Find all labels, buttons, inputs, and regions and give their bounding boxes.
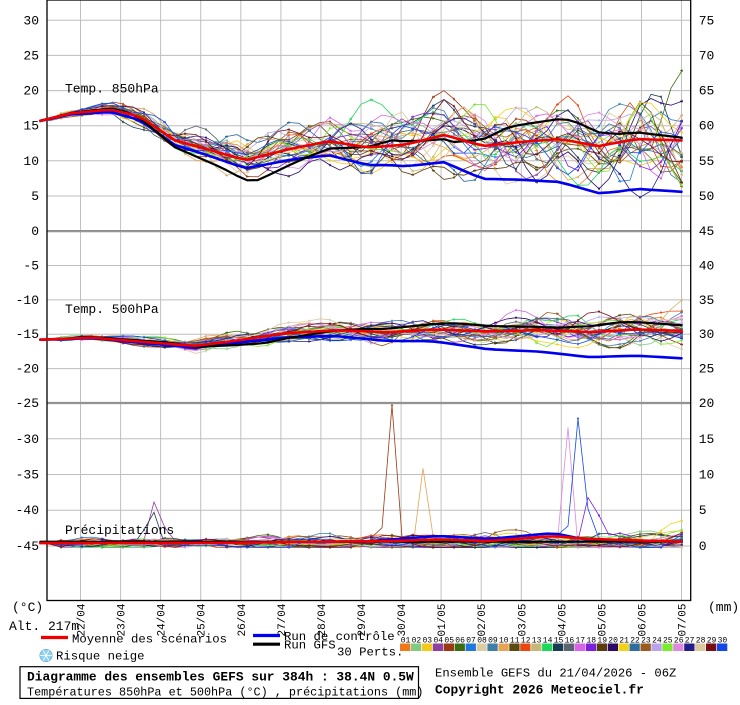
svg-text:01/05: 01/05: [437, 604, 449, 637]
svg-text:02/05: 02/05: [477, 604, 489, 637]
svg-text:5: 5: [699, 503, 707, 518]
svg-text:30: 30: [699, 327, 715, 342]
svg-text:05/05: 05/05: [597, 604, 609, 637]
svg-text:03/05: 03/05: [517, 604, 529, 637]
svg-text:06/05: 06/05: [638, 604, 650, 637]
svg-text:Temp. 500hPa: Temp. 500hPa: [65, 302, 159, 317]
svg-text:20: 20: [699, 396, 715, 411]
svg-text:04/05: 04/05: [557, 604, 569, 637]
svg-text:(°C): (°C): [12, 600, 43, 615]
svg-text:25: 25: [23, 48, 39, 63]
svg-text:Copyright 2026 Meteociel.fr: Copyright 2026 Meteociel.fr: [435, 683, 644, 698]
svg-text:-5: -5: [23, 259, 39, 274]
svg-text:50: 50: [699, 189, 715, 204]
svg-text:-15: -15: [16, 327, 39, 342]
svg-text:35: 35: [699, 293, 715, 308]
svg-text:-30: -30: [16, 432, 39, 447]
svg-text:25: 25: [699, 362, 715, 377]
svg-text:0: 0: [31, 224, 39, 239]
svg-text:-10: -10: [16, 293, 39, 308]
svg-text:(mm): (mm): [708, 600, 739, 615]
svg-text:Alt. 217m: Alt. 217m: [9, 619, 79, 634]
svg-text:Temp. 850hPa: Temp. 850hPa: [65, 82, 159, 97]
svg-text:75: 75: [699, 13, 715, 28]
svg-text:0: 0: [699, 539, 707, 554]
svg-text:Risque neige: Risque neige: [56, 650, 145, 664]
svg-text:60: 60: [699, 119, 715, 134]
svg-text:-40: -40: [16, 503, 39, 518]
svg-text:10: 10: [699, 468, 715, 483]
svg-text:-45: -45: [16, 539, 39, 554]
svg-text:-25: -25: [16, 396, 39, 411]
svg-text:07/05: 07/05: [678, 604, 690, 637]
svg-text:Ensemble GEFS du 21/04/2026 -: Ensemble GEFS du 21/04/2026 - 06Z: [435, 667, 676, 681]
svg-text:30: 30: [23, 13, 39, 28]
svg-text:70: 70: [699, 48, 715, 63]
svg-text:30/04: 30/04: [397, 603, 409, 636]
svg-text:15: 15: [23, 119, 39, 134]
svg-text:45: 45: [699, 224, 715, 239]
svg-text:Diagramme des ensembles GEFS s: Diagramme des ensembles GEFS sur 384h : …: [27, 670, 414, 685]
svg-text:10: 10: [23, 154, 39, 169]
svg-text:Températures 850hPa et 500hPa: Températures 850hPa et 500hPa (°C) , pré…: [27, 685, 423, 699]
svg-text:-20: -20: [16, 362, 39, 377]
svg-text:Run GFS: Run GFS: [284, 639, 336, 653]
svg-text:30 Perts.: 30 Perts.: [337, 645, 403, 659]
svg-text:Moyenne des scénarios: Moyenne des scénarios: [72, 632, 227, 646]
svg-text:-35: -35: [16, 468, 39, 483]
svg-text:Précipitations: Précipitations: [65, 523, 174, 538]
svg-text:40: 40: [699, 259, 715, 274]
svg-text:5: 5: [31, 189, 39, 204]
svg-text:55: 55: [699, 154, 715, 169]
svg-text:65: 65: [699, 84, 715, 99]
svg-text:15: 15: [699, 432, 715, 447]
svg-text:20: 20: [23, 84, 39, 99]
svg-text:26/04: 26/04: [237, 603, 249, 636]
